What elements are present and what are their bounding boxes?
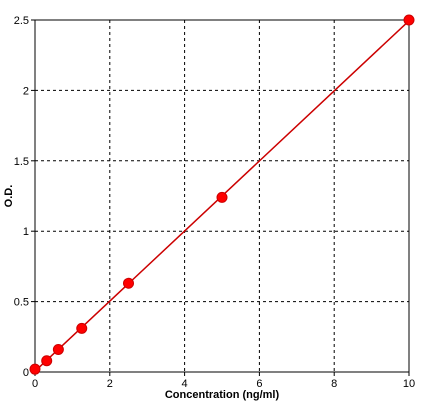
x-tick-label: 6 [256,378,262,390]
x-axis-ticks: 0 2 4 6 8 10 [32,372,415,390]
data-point [41,355,53,367]
x-tick-label: 2 [107,378,113,390]
y-tick-label: 1.5 [14,156,29,168]
series-layer [29,14,415,375]
y-tick-label: 0 [23,367,29,379]
x-tick-label: 10 [403,378,415,390]
y-tick-label: 2.5 [14,15,29,27]
x-tick-label: 4 [182,378,188,390]
plot-area-frame [34,19,410,373]
y-tick-label: 0.5 [14,297,29,309]
data-point [76,322,88,334]
y-axis-ticks: 0 0.5 1 1.5 2 2.5 [14,15,35,379]
x-tick-label: 8 [331,378,337,390]
x-tick-label: 0 [32,378,38,390]
data-point [52,343,64,355]
x-axis-label: Concentration (ng/ml) [165,389,280,401]
grid-lines [35,20,409,372]
y-axis-label: O.D. [3,185,15,208]
y-tick-label: 1 [23,226,29,238]
data-point [403,14,415,26]
data-point [123,277,134,289]
data-point [29,363,41,375]
data-point [216,191,228,203]
y-tick-label: 2 [23,85,29,97]
